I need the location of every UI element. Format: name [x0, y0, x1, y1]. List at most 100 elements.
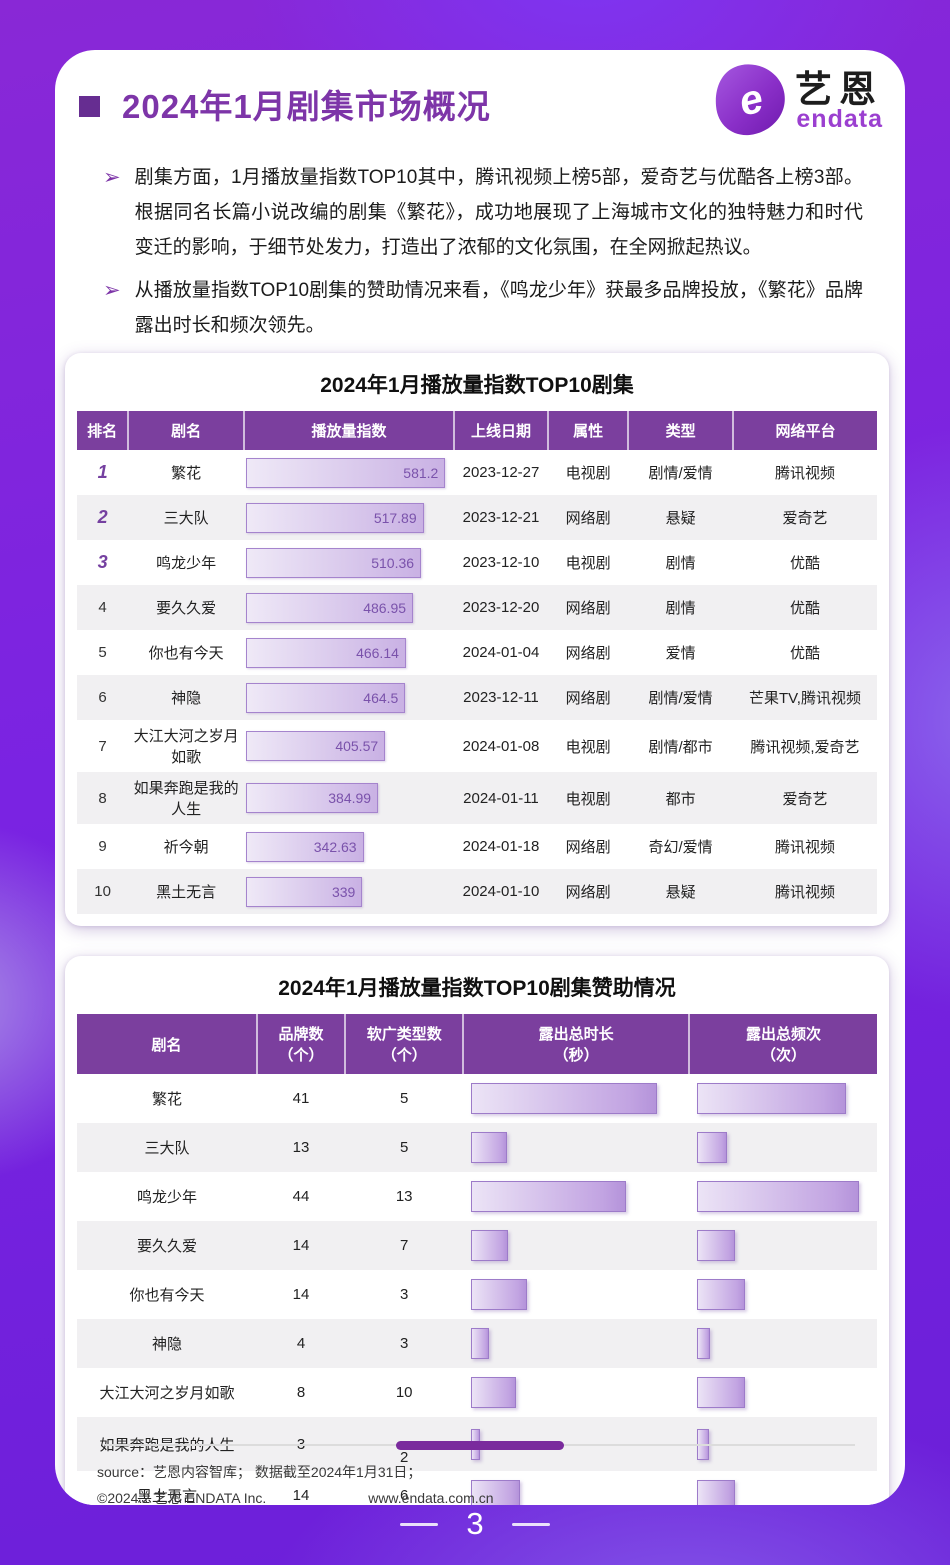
page-title: 2024年1月剧集市场概况	[122, 88, 491, 125]
page-number-value: 3	[466, 1506, 484, 1541]
brand-count-cell: 4	[296, 1335, 306, 1352]
col-header-label: 软广类型数	[366, 1026, 442, 1043]
col-header-frequency: 露出总频次 （次）	[687, 1014, 877, 1074]
endata-logo: e 艺恩 endata	[713, 62, 883, 143]
copyright-line: ©2024.2 艺恩 ENDATA Inc. www.endata.com.cn	[97, 1488, 494, 1505]
attr-cell: 网络剧	[565, 645, 611, 662]
bar-value-label: 466.14	[356, 644, 399, 661]
release-date-cell: 2024-01-10	[462, 883, 540, 900]
drama-name-cell: 你也有今天	[148, 645, 224, 662]
type-count-cell: 2	[400, 1449, 409, 1466]
col-header-unit: （个）	[381, 1047, 427, 1064]
exposure-duration-bar	[471, 1377, 516, 1408]
table-row: 8 如果奔跑是我的人生 384.99 2024-01-11 电视剧 都市 爱奇艺	[77, 772, 877, 824]
drama-name-cell: 三大队	[144, 1140, 190, 1157]
bar-value-label: 464.5	[363, 689, 399, 706]
frequency-bar-cell	[689, 1172, 877, 1221]
exposure-frequency-bar	[696, 1328, 711, 1359]
col-header-unit: （个）	[278, 1047, 324, 1064]
sponsor-table-title: 2024年1月播放量指数TOP10剧集赞助情况	[278, 977, 676, 1000]
bullet-item: ➢ 剧集方面，1月播放量指数TOP10其中，腾讯视频上榜5部，爱奇艺与优酷各上榜…	[103, 160, 863, 265]
brand-count-cell: 44	[292, 1188, 310, 1205]
col-header-platform: 网络平台	[731, 411, 877, 450]
logo-text: 艺恩 endata	[795, 68, 883, 135]
bar-value-label: 339	[331, 883, 356, 900]
website-url: www.endata.com.cn	[368, 1490, 494, 1505]
table-row: 2 三大队 517.89 2023-12-21 网络剧 悬疑 爱奇艺	[77, 495, 877, 540]
source-note: source：艺恩内容智库； 数据截至2024年1月31日；	[97, 1464, 422, 1480]
platform-cell: 芒果TV,腾讯视频	[749, 690, 861, 707]
rank-cell: 10	[94, 883, 111, 900]
drama-name-cell: 大江大河之岁月如歌	[99, 1385, 235, 1402]
exposure-frequency-bar	[696, 1279, 745, 1310]
col-header-genre: 类型	[627, 411, 733, 450]
duration-bar-cell	[463, 1172, 689, 1221]
footer-divider	[105, 1441, 855, 1450]
platform-cell: 腾讯视频,爱奇艺	[750, 738, 860, 756]
platform-cell: 爱奇艺	[782, 790, 828, 808]
duration-bar-cell	[463, 1074, 689, 1123]
duration-bar-cell	[463, 1368, 689, 1417]
frequency-bar-cell	[689, 1221, 877, 1270]
genre-cell: 剧情/爱情	[648, 465, 713, 482]
table-row: 10 黑土无言 339 2024-01-10 网络剧 悬疑 腾讯视频	[77, 869, 877, 914]
release-date-cell: 2023-12-27	[462, 464, 540, 481]
endata-logo-icon: e	[713, 62, 789, 143]
drama-name-cell: 要久久爱	[136, 1238, 197, 1255]
page-number-dash	[400, 1522, 439, 1526]
table-row: 1 繁花 581.2 2023-12-27 电视剧 剧情/爱情 腾讯视频	[77, 450, 877, 495]
arrow-bullet-icon: ➢	[103, 166, 121, 189]
col-header-attr: 属性	[547, 411, 629, 450]
table-row: 3 鸣龙少年 510.36 2023-12-10 电视剧 剧情 优酷	[77, 540, 877, 585]
drama-name-cell: 黑土无言	[136, 1488, 197, 1505]
table-row: 9 祈今朝 342.63 2024-01-18 网络剧 奇幻/爱情 腾讯视频	[77, 824, 877, 869]
duration-bar-cell	[463, 1471, 689, 1505]
exposure-frequency-bar	[696, 1132, 728, 1163]
frequency-bar-cell	[689, 1471, 877, 1505]
rank-cell: 4	[98, 599, 107, 616]
page-number: 3	[0, 1506, 950, 1542]
drama-name-cell: 神隐	[171, 690, 202, 707]
release-date-cell: 2024-01-18	[462, 838, 540, 855]
col-header-label: 品牌数	[278, 1026, 324, 1043]
index-bar-cell: 384.99	[244, 772, 454, 824]
table-row: 要久久爱 14 7	[77, 1221, 877, 1270]
exposure-frequency-bar	[696, 1230, 736, 1261]
platform-cell: 腾讯视频	[774, 839, 835, 856]
logo-brand-en: endata	[796, 105, 883, 134]
duration-bar-cell	[463, 1270, 689, 1319]
col-header-rank: 排名	[77, 411, 129, 450]
rank-cell: 1	[97, 462, 108, 482]
genre-cell: 悬疑	[665, 510, 696, 527]
index-bar-cell: 339	[244, 869, 454, 914]
drama-name-cell: 你也有今天	[129, 1287, 205, 1304]
index-bar-cell: 510.36	[244, 540, 454, 585]
playback-index-bar: 486.95	[246, 592, 414, 623]
type-count-cell: 6	[400, 1487, 409, 1504]
exposure-frequency-bar	[696, 1083, 847, 1114]
attr-cell: 网络剧	[565, 884, 611, 901]
genre-cell: 爱情	[665, 645, 696, 662]
logo-brand-cn: 艺恩	[795, 68, 883, 110]
index-bar-cell: 486.95	[244, 585, 454, 630]
rank-cell: 6	[98, 689, 107, 706]
bar-value-label: 510.36	[371, 554, 415, 571]
bar-value-label: 384.99	[328, 790, 372, 806]
attr-cell: 电视剧	[565, 555, 611, 572]
bar-value-label: 517.89	[373, 509, 417, 526]
report-header: 2024年1月剧集市场概况 e 艺恩 en	[55, 50, 905, 150]
attr-cell: 电视剧	[565, 790, 611, 808]
bar-value-label: 342.63	[313, 838, 357, 855]
playback-index-bar: 466.14	[246, 637, 406, 668]
rank-cell: 5	[98, 644, 107, 661]
brand-count-cell: 8	[296, 1384, 306, 1401]
frequency-bar-cell	[689, 1319, 877, 1368]
drama-name-cell: 祈今朝	[163, 839, 209, 856]
playback-index-bar: 517.89	[246, 502, 424, 533]
playback-index-bar: 464.5	[246, 682, 406, 713]
divider-pill	[396, 1441, 564, 1450]
copyright-text: ©2024.2 艺恩 ENDATA Inc.	[97, 1490, 267, 1505]
duration-bar-cell	[463, 1319, 689, 1368]
playback-table-card: 2024年1月播放量指数TOP10剧集 排名 剧名 播放量指数 上线日期 属性 …	[65, 353, 889, 926]
sponsor-table-card: 2024年1月播放量指数TOP10剧集赞助情况 剧名 品牌数 （个） 软广类型数 （…	[65, 956, 889, 1505]
